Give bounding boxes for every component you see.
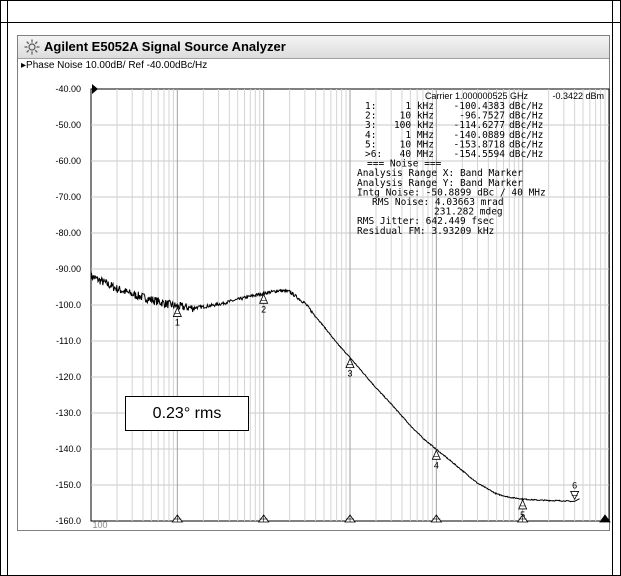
marker-readout-unit: dBc/Hz bbox=[509, 111, 543, 122]
y-tick-label: -140.0 bbox=[55, 444, 81, 454]
y-tick-label: -80.00 bbox=[55, 228, 81, 238]
noise-summary-line: 231.282 mdeg bbox=[434, 207, 503, 218]
carrier-frequency: Carrier 1.000000525 GHz bbox=[425, 91, 529, 101]
chart-markers: 123456 bbox=[172, 293, 580, 520]
marker-readout-value: -96.7527 bbox=[459, 111, 505, 122]
y-tick-label: -40.00 bbox=[55, 84, 81, 94]
window-titlebar[interactable]: Agilent E5052A Signal Source Analyzer bbox=[18, 36, 609, 59]
marker-readout-id: 2: bbox=[365, 111, 376, 122]
marker-readout-value: -153.8718 bbox=[454, 139, 506, 150]
rms-annotation-text: 0.23° rms bbox=[152, 404, 222, 422]
trace-header[interactable]: ▸Phase Noise 10.00dB/ Ref -40.00dBc/Hz bbox=[21, 60, 207, 71]
y-tick-label: -110.0 bbox=[56, 336, 81, 346]
window-title: Agilent E5052A Signal Source Analyzer bbox=[44, 39, 286, 54]
marker-readout-freq: 10 MHz bbox=[400, 139, 434, 150]
marker-triangle bbox=[431, 449, 441, 460]
y-tick-label: -120.0 bbox=[55, 372, 81, 382]
marker-label: 4 bbox=[434, 460, 439, 470]
marker-readout-unit: dBc/Hz bbox=[509, 149, 543, 160]
marker-label: 6 bbox=[572, 480, 577, 490]
marker-label: 1 bbox=[175, 318, 180, 328]
y-tick-label: -150.0 bbox=[55, 480, 81, 490]
y-tick-label: -70.00 bbox=[55, 192, 81, 202]
marker-readout-freq: 100 kHz bbox=[394, 120, 434, 131]
marker-readout-value: -140.0889 bbox=[454, 130, 506, 141]
y-tick-label: -90.00 bbox=[55, 264, 81, 274]
y-tick-label: -130.0 bbox=[55, 408, 81, 418]
marker-readout-id: 5: bbox=[365, 139, 376, 150]
trace-expand-icon: ▸ bbox=[21, 60, 27, 71]
marker-readout-value: -100.4383 bbox=[454, 101, 505, 112]
band-markers bbox=[171, 514, 611, 523]
marker-readout-value: -114.6277 bbox=[454, 120, 505, 131]
document-right-rule bbox=[612, 0, 613, 576]
sun-icon bbox=[24, 39, 40, 55]
band-marker-triangle bbox=[599, 514, 611, 523]
noise-summary-line: RMS Jitter: 642.449 fsec bbox=[357, 216, 494, 227]
carrier-power: -0.3422 dBm bbox=[552, 91, 604, 101]
y-tick-label: -50.00 bbox=[55, 120, 81, 130]
noise-summary-line: RMS Noise: 4.03663 mrad bbox=[372, 197, 504, 208]
marker-triangle bbox=[172, 306, 182, 317]
rms-annotation-box: 0.23° rms bbox=[125, 396, 249, 431]
noise-summary-line: Analysis Range X: Band Marker bbox=[357, 168, 523, 179]
marker-readout-id: 3: bbox=[365, 120, 376, 131]
y-tick-label: -100.0 bbox=[55, 300, 81, 310]
marker-triangle bbox=[518, 498, 528, 510]
marker-triangle bbox=[259, 293, 269, 304]
y-tick-label: -160.0 bbox=[55, 516, 81, 526]
trace-header-text: Phase Noise 10.00dB/ Ref -40.00dBc/Hz bbox=[26, 60, 208, 71]
x-axis-labels: 100 bbox=[92, 520, 107, 530]
marker-readout-freq: 10 kHz bbox=[400, 111, 434, 122]
marker-readout-id: 4: bbox=[365, 130, 376, 141]
document-top-rule bbox=[0, 22, 621, 23]
document-left-rule bbox=[7, 0, 8, 576]
y-axis-labels: -40.00 -50.00 -60.00 -70.00 -80.00 -90.00 -100… bbox=[55, 84, 98, 526]
noise-summary-line: Residual FM: 3.93209 kHz bbox=[357, 226, 494, 237]
marker-readout-unit: dBc/Hz bbox=[509, 130, 543, 141]
marker-label: 3 bbox=[347, 369, 352, 379]
marker-readout-freq: 1 kHz bbox=[405, 101, 434, 112]
marker-readout-unit: dBc/Hz bbox=[509, 139, 543, 150]
noise-summary-line: === Noise === bbox=[367, 159, 442, 170]
marker-triangle bbox=[345, 357, 355, 369]
x-tick-label: 100 bbox=[92, 520, 107, 530]
marker-readout: Carrier 1.000000525 GHz -0.3422 dBm 1: 1 kH… bbox=[357, 91, 604, 237]
marker-readout-unit: dBc/Hz bbox=[509, 120, 543, 131]
y-tick-label: -60.00 bbox=[55, 156, 81, 166]
marker-label: 2 bbox=[261, 304, 266, 314]
marker-readout-id: >6: bbox=[365, 149, 382, 160]
phase-noise-trace bbox=[90, 272, 580, 503]
marker-readout-freq: 40 MHz bbox=[400, 149, 434, 160]
noise-summary-line: Analysis Range Y: Band Marker bbox=[357, 178, 523, 189]
marker-readout-id: 1: bbox=[365, 101, 376, 112]
noise-summary-line: Intg Noise: -50.8899 dBc / 40 MHz bbox=[357, 187, 546, 198]
reference-level-marker bbox=[92, 84, 98, 94]
marker-readout-freq: 1 MHz bbox=[405, 130, 434, 141]
marker-readout-value: -154.5594 bbox=[454, 149, 506, 160]
marker-readout-unit: dBc/Hz bbox=[509, 101, 543, 112]
